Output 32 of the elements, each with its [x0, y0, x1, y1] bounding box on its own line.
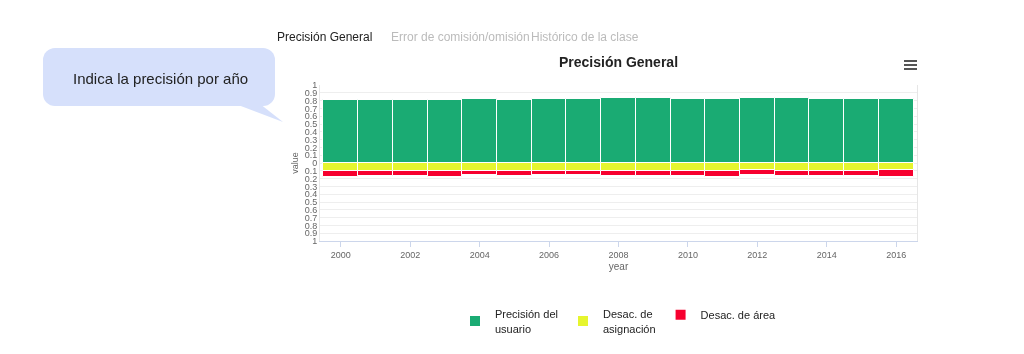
- y-tick-label: 0.7: [304, 212, 318, 223]
- x-tick-label: 2014: [816, 249, 837, 260]
- x-tick-label: 2010: [677, 249, 698, 260]
- y-tick-label: 0.2: [304, 173, 318, 184]
- y-axis-title: value: [290, 152, 301, 174]
- chart-title: Precisión General: [558, 53, 679, 70]
- x-tick-label: 2000: [330, 249, 351, 260]
- legend-label: Precisión del usuario: [495, 308, 558, 335]
- y-tick-label: 0.7: [304, 103, 318, 114]
- y-tick-label: 0.8: [304, 220, 318, 231]
- y-tick-label: 0.9: [304, 228, 318, 239]
- y-tick-label: 0.6: [304, 111, 318, 122]
- y-tick-label: 0.1: [304, 150, 318, 161]
- x-tick-label: 2004: [469, 249, 490, 260]
- x-tick-label: 2012: [747, 249, 768, 260]
- x-tick-label: 2006: [539, 249, 560, 260]
- text: Precisión General: [277, 30, 373, 44]
- text: Indica la precisión por año: [73, 70, 249, 87]
- text: Histórico de la clase: [531, 30, 639, 44]
- text: Error de comisión/omisión: [391, 30, 530, 44]
- x-tick-label: 2008: [608, 249, 629, 260]
- x-axis-title: year: [608, 261, 629, 273]
- legend-label: Desac. de área: [700, 309, 777, 322]
- y-tick-label: 0.4: [304, 189, 318, 200]
- y-tick-label: 1: [312, 236, 318, 247]
- x-tick-label: 2016: [886, 249, 907, 260]
- y-tick-label: 0.3: [304, 181, 318, 192]
- y-tick-label: 0.2: [304, 142, 318, 153]
- y-tick-label: 0.3: [304, 134, 318, 145]
- legend-label: Desac. de asignación: [602, 308, 656, 335]
- y-tick-label: 0.8: [304, 95, 318, 106]
- x-tick-label: 2002: [400, 249, 421, 260]
